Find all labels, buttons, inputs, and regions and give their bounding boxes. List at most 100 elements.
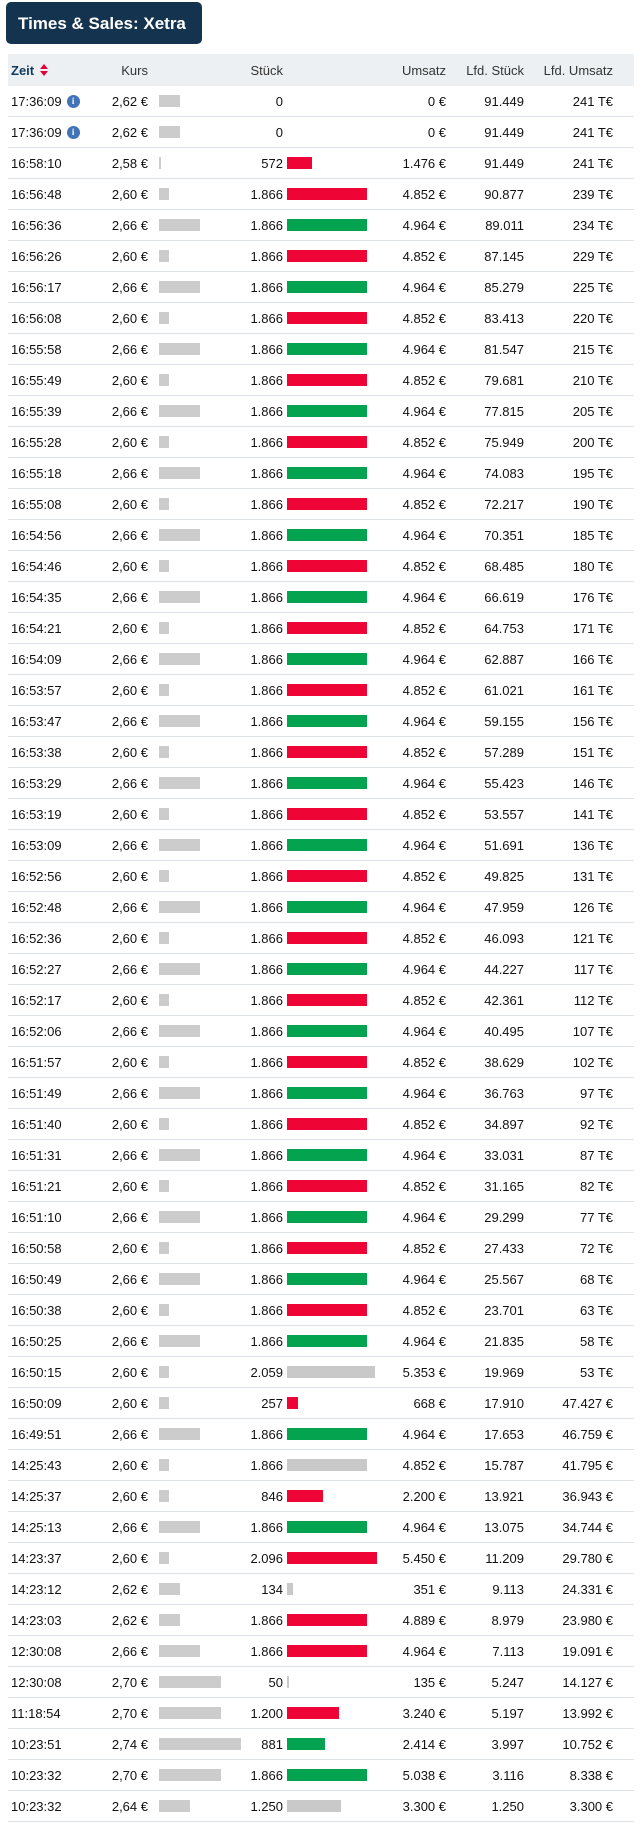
volume-bar	[287, 498, 367, 510]
trade-time: 16:51:49	[11, 1085, 62, 1101]
trade-price: 2,60 €	[111, 992, 148, 1008]
trade-volume: 0	[275, 93, 283, 109]
volume-bar	[287, 684, 367, 696]
volume-bar	[287, 653, 367, 665]
trade-time-cell: 14:25:37	[8, 1489, 98, 1504]
cumulative-turnover: 156 T€	[572, 713, 613, 729]
trade-price: 2,64 €	[111, 1798, 148, 1814]
trade-volume: 1.866	[250, 1612, 283, 1628]
volume-bar-cell	[283, 1645, 381, 1657]
trade-price: 2,66 €	[111, 1085, 148, 1101]
trade-turnover: 4.852 €	[402, 930, 446, 946]
price-range-bar-cell	[148, 1490, 245, 1502]
trade-price: 2,58 €	[111, 155, 148, 171]
trade-time: 17:36:09	[11, 93, 62, 109]
volume-bar	[287, 622, 367, 634]
cumulative-turnover: 234 T€	[572, 217, 613, 233]
volume-bar	[287, 1459, 367, 1471]
trade-row: 16:52:27 2,66 € 1.866 4.964 € 44.227 117…	[8, 954, 634, 985]
volume-bar	[287, 591, 367, 603]
trade-price: 2,60 €	[111, 248, 148, 264]
volume-bar-cell	[283, 591, 381, 603]
trade-price: 2,66 €	[111, 403, 148, 419]
cumulative-volume: 38.629	[484, 1054, 524, 1070]
volume-bar	[287, 715, 367, 727]
info-icon[interactable]: i	[66, 94, 80, 108]
trade-price: 2,66 €	[111, 217, 148, 233]
trade-time: 16:54:35	[11, 589, 62, 605]
sort-arrows-icon[interactable]	[40, 64, 49, 76]
cumulative-turnover: 8.338 €	[569, 1767, 613, 1783]
trade-turnover: 4.964 €	[402, 1643, 446, 1659]
info-icon[interactable]: i	[66, 125, 80, 139]
price-range-bar	[159, 1304, 169, 1316]
price-range-bar-cell	[148, 157, 245, 169]
cumulative-turnover: 141 T€	[572, 806, 613, 822]
trade-price: 2,60 €	[111, 806, 148, 822]
trade-row: 16:56:08 2,60 € 1.866 4.852 € 83.413 220…	[8, 303, 634, 334]
cumulative-turnover: 180 T€	[572, 558, 613, 574]
trade-time-cell: 16:51:40	[8, 1117, 98, 1132]
price-range-bar-cell	[148, 219, 245, 231]
price-range-bar	[159, 1769, 221, 1781]
trade-row: 16:50:38 2,60 € 1.866 4.852 € 23.701 63 …	[8, 1295, 634, 1326]
price-range-bar-cell	[148, 1273, 245, 1285]
cumulative-volume: 64.753	[484, 620, 524, 636]
trade-row: 16:52:48 2,66 € 1.866 4.964 € 47.959 126…	[8, 892, 634, 923]
trade-time: 16:52:36	[11, 930, 62, 946]
volume-bar-cell	[283, 188, 381, 200]
cumulative-volume: 29.299	[484, 1209, 524, 1225]
trade-time: 16:54:56	[11, 527, 62, 543]
trade-price: 2,66 €	[111, 527, 148, 543]
trade-turnover: 4.889 €	[402, 1612, 446, 1628]
volume-bar-cell	[283, 1273, 381, 1285]
trade-time-cell: 16:50:25	[8, 1334, 98, 1349]
price-range-bar-cell	[148, 715, 245, 727]
cumulative-turnover: 121 T€	[572, 930, 613, 946]
trade-row: 16:55:58 2,66 € 1.866 4.964 € 81.547 215…	[8, 334, 634, 365]
trade-time: 16:55:39	[11, 403, 62, 419]
trade-volume: 1.866	[250, 186, 283, 202]
trade-volume: 1.866	[250, 1519, 283, 1535]
volume-bar	[287, 1707, 339, 1719]
price-range-bar	[159, 1118, 169, 1130]
column-header-stueck: Stück	[250, 62, 283, 78]
trade-price: 2,60 €	[111, 1054, 148, 1070]
price-range-bar-cell	[148, 932, 245, 944]
trade-volume: 50	[268, 1674, 283, 1690]
trade-turnover: 0 €	[427, 93, 446, 109]
cumulative-turnover: 58 T€	[579, 1333, 613, 1349]
price-range-bar	[159, 901, 200, 913]
price-range-bar-cell	[148, 994, 245, 1006]
trade-time-cell: 16:54:09	[8, 652, 98, 667]
price-range-bar	[159, 1273, 200, 1285]
price-range-bar-cell	[148, 901, 245, 913]
trade-volume: 1.866	[250, 1178, 283, 1194]
trade-time-cell: 10:23:32	[8, 1799, 98, 1814]
column-header-zeit[interactable]: Zeit	[8, 63, 98, 78]
trade-price: 2,70 €	[111, 1674, 148, 1690]
price-range-bar	[159, 498, 169, 510]
volume-bar-cell	[283, 405, 381, 417]
trade-row: 16:51:40 2,60 € 1.866 4.852 € 34.897 92 …	[8, 1109, 634, 1140]
trade-turnover: 4.852 €	[402, 992, 446, 1008]
trade-time: 12:30:08	[11, 1674, 62, 1690]
volume-bar	[287, 436, 367, 448]
price-range-bar	[159, 1428, 200, 1440]
trade-turnover: 2.200 €	[402, 1488, 446, 1504]
volume-bar-cell	[283, 436, 381, 448]
trade-volume: 1.866	[250, 496, 283, 512]
volume-bar	[287, 932, 367, 944]
volume-bar	[287, 1676, 289, 1688]
price-range-bar-cell	[148, 591, 245, 603]
price-range-bar-cell	[148, 498, 245, 510]
price-range-bar-cell	[148, 529, 245, 541]
cumulative-turnover: 126 T€	[572, 899, 613, 915]
volume-bar-cell	[283, 1211, 381, 1223]
trade-turnover: 4.852 €	[402, 372, 446, 388]
volume-bar-cell	[283, 932, 381, 944]
trade-time: 16:49:51	[11, 1426, 62, 1442]
trade-price: 2,60 €	[111, 682, 148, 698]
volume-bar-cell	[283, 963, 381, 975]
cumulative-turnover: 166 T€	[572, 651, 613, 667]
